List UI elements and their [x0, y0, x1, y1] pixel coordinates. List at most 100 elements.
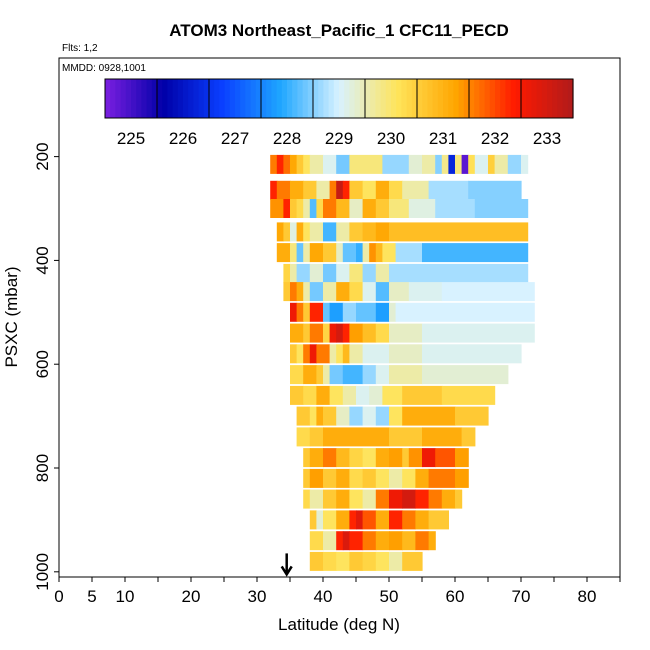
y-axis: 200 400 600 800 1000	[33, 142, 59, 591]
colorbar-segment	[427, 79, 434, 118]
colorbar-segment	[541, 79, 548, 118]
colorbar-segment	[297, 79, 304, 118]
heatmap-cell	[336, 282, 350, 302]
heatmap-cell	[468, 180, 522, 200]
heatmap-cell	[290, 199, 298, 218]
colorbar-segment	[385, 79, 392, 118]
colorbar-segment	[224, 79, 231, 118]
colorbar-segment	[521, 79, 527, 118]
heatmap-cell	[362, 489, 377, 509]
heatmap-cell	[389, 180, 403, 200]
colorbar-segment	[411, 79, 418, 118]
heatmap-cell	[323, 365, 331, 385]
colorbar-segment	[365, 79, 371, 118]
heatmap-cell	[336, 323, 344, 343]
heatmap-cell	[329, 344, 337, 364]
heatmap-cell	[336, 243, 344, 263]
x-tick-label: 80	[578, 587, 597, 606]
heatmap-cell	[362, 323, 377, 343]
heatmap-cell	[342, 243, 357, 263]
colorbar-segment	[391, 79, 397, 118]
colorbar-segment	[229, 79, 236, 118]
x-tick-label: 20	[182, 587, 201, 606]
heatmap-cell	[329, 180, 337, 200]
heatmap-cell	[303, 180, 317, 200]
colorbar-segment	[500, 79, 506, 118]
colorbar-segment	[240, 79, 246, 118]
heatmap-cell	[296, 222, 304, 242]
heatmap-cell	[428, 531, 436, 551]
heatmap-cell	[290, 323, 304, 343]
heatmap-cell	[362, 531, 377, 551]
heatmap-cell	[303, 468, 311, 488]
colorbar-segment	[209, 79, 215, 118]
heatmap-cell	[474, 154, 489, 174]
heatmap-cell	[290, 344, 298, 364]
colorbar-segment	[370, 79, 376, 118]
heatmap-cell	[296, 263, 311, 283]
x-tick-label: 10	[116, 587, 135, 606]
heatmap-cell	[375, 263, 390, 283]
heatmap-cell	[349, 468, 364, 488]
colorbar-segment	[120, 79, 127, 118]
heatmap-cell	[441, 154, 449, 174]
colorbar-segment	[552, 79, 558, 118]
heatmap-cell	[336, 154, 350, 174]
colorbar-segment	[562, 79, 569, 118]
heatmap-cell	[389, 427, 423, 447]
colorbar-segment	[157, 79, 163, 118]
heatmap-cell	[349, 531, 364, 551]
y-tick-label: 400	[33, 246, 52, 274]
heatmap-cell	[402, 448, 410, 468]
arrow-head	[280, 565, 293, 577]
heatmap-cell	[309, 468, 324, 488]
colorbar-segment	[183, 79, 189, 118]
colorbar-segment	[339, 79, 345, 118]
heatmap-cell	[296, 154, 304, 174]
colorbar-segment	[313, 79, 319, 118]
heatmap-cell	[336, 222, 350, 242]
heatmap-cell	[303, 448, 311, 468]
colorbar-segment	[219, 79, 226, 118]
colorbar-segment	[396, 79, 402, 118]
heatmap-cell	[309, 531, 324, 551]
heatmap-cell	[290, 365, 304, 385]
heatmap-cell	[296, 344, 304, 364]
colorbar-segment	[557, 79, 564, 118]
colorbar-tick-label: 228	[273, 129, 301, 148]
heatmap-cell	[474, 199, 529, 218]
heatmap-cell	[342, 323, 350, 343]
heatmap-cell	[349, 406, 364, 426]
heatmap-cell	[435, 154, 443, 174]
heatmap-cell	[329, 302, 344, 322]
x-tick-label: 40	[314, 587, 333, 606]
heatmap-cell	[309, 222, 324, 242]
heatmap-cell	[349, 180, 364, 200]
heatmap-cell	[362, 468, 377, 488]
heatmap-cell	[309, 282, 324, 302]
heatmap-cell	[375, 302, 390, 322]
heatmap-cell	[290, 263, 298, 283]
heatmap-cell	[428, 180, 469, 200]
heatmap-cell	[349, 282, 364, 302]
heatmap-cell	[375, 531, 390, 551]
colorbar-segment	[141, 79, 148, 118]
colorbar-segment	[484, 79, 491, 118]
heatmap-cell	[402, 180, 430, 200]
heatmap-cell	[356, 385, 370, 405]
heatmap-cell	[395, 243, 423, 263]
heatmap-cell	[349, 323, 364, 343]
colorbar-segment	[401, 79, 408, 118]
heatmap-cell	[494, 154, 509, 174]
heatmap-cell	[362, 344, 390, 364]
heatmap-cell	[303, 489, 311, 509]
colorbar-segment	[261, 79, 267, 118]
heatmap-cell	[276, 180, 291, 200]
heatmap-cell	[283, 222, 291, 242]
heatmap-cell	[369, 385, 383, 405]
colorbar-segment	[235, 79, 241, 118]
heatmap-cell	[342, 385, 357, 405]
heatmap-cell	[375, 323, 390, 343]
heatmap-cell	[507, 154, 522, 174]
heatmap-cell	[316, 365, 324, 385]
